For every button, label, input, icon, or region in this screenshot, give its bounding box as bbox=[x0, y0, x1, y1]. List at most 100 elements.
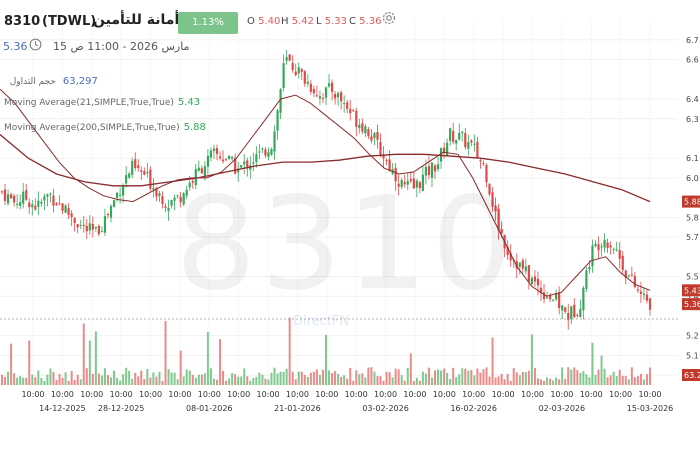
volume-bar bbox=[61, 377, 64, 385]
candle-body bbox=[446, 142, 449, 156]
volume-bar bbox=[494, 377, 497, 385]
candle-body bbox=[49, 193, 52, 195]
candle-body bbox=[137, 165, 140, 169]
candle-body bbox=[203, 166, 206, 177]
volume-bar bbox=[94, 331, 97, 385]
candle-body bbox=[134, 159, 137, 168]
candle-body bbox=[212, 148, 216, 152]
candle-body bbox=[9, 194, 13, 199]
volume-bar bbox=[143, 379, 146, 385]
candle-body bbox=[542, 292, 546, 300]
volume-bar bbox=[530, 334, 533, 385]
volume-bar bbox=[636, 376, 639, 385]
candle-body bbox=[115, 192, 119, 198]
volume-bar bbox=[618, 369, 621, 385]
volume-bar bbox=[4, 377, 7, 385]
volume-bar bbox=[430, 377, 433, 385]
volume-bar bbox=[379, 376, 382, 385]
candle-body bbox=[231, 156, 234, 159]
candle-body bbox=[570, 306, 573, 320]
x-tick-time: 10:00 bbox=[403, 390, 426, 399]
y-tick-label: 6.7 bbox=[686, 36, 699, 45]
volume-bar bbox=[600, 355, 603, 385]
volume-bar bbox=[1, 374, 3, 385]
candle-body bbox=[185, 189, 188, 196]
gear-icon[interactable] bbox=[381, 10, 397, 26]
candle-body bbox=[397, 183, 400, 187]
candle-body bbox=[306, 81, 309, 84]
volume-bar bbox=[194, 377, 197, 385]
volume-bar bbox=[325, 334, 327, 385]
volume-bar bbox=[37, 370, 40, 385]
candle-body bbox=[588, 267, 591, 270]
volume-bar bbox=[134, 372, 137, 385]
grid bbox=[0, 20, 678, 385]
price-tag bbox=[682, 284, 700, 297]
candle-body bbox=[449, 128, 452, 141]
volume-bar bbox=[334, 371, 337, 385]
volume-bar bbox=[82, 323, 85, 385]
candle-body bbox=[122, 185, 125, 196]
volume-bar bbox=[309, 372, 312, 385]
candle-body bbox=[530, 277, 534, 285]
candle-body bbox=[470, 140, 473, 143]
candle-body bbox=[485, 164, 488, 183]
volume-bar bbox=[122, 374, 125, 385]
volume-bar bbox=[191, 374, 194, 385]
candle-body bbox=[0, 191, 4, 193]
candle-body bbox=[333, 93, 337, 99]
x-tick-time: 10:00 bbox=[198, 390, 221, 399]
volume-bar bbox=[88, 340, 91, 385]
volume-bar bbox=[197, 374, 200, 385]
volume-bar bbox=[488, 376, 491, 385]
volume-bar bbox=[482, 369, 485, 385]
volume-bar bbox=[79, 379, 82, 385]
price-tag bbox=[682, 369, 700, 381]
ma21-line bbox=[0, 88, 651, 297]
volume-bar bbox=[633, 377, 636, 385]
volume-bar bbox=[552, 380, 555, 385]
x-tick-time: 10:00 bbox=[168, 390, 191, 399]
candle-body bbox=[494, 205, 497, 212]
candle-body bbox=[61, 203, 64, 211]
volume-bar bbox=[25, 377, 28, 385]
volume-bar bbox=[100, 375, 103, 385]
volume-bar bbox=[549, 378, 552, 385]
volume-bar bbox=[273, 367, 276, 385]
volume-bar bbox=[576, 370, 579, 385]
volume-bar bbox=[328, 370, 331, 385]
candle-body bbox=[58, 203, 61, 205]
volume-bar bbox=[497, 376, 500, 385]
candle-body bbox=[385, 160, 388, 162]
volume-bar bbox=[558, 379, 561, 385]
candle-body bbox=[258, 151, 261, 153]
candle-body bbox=[594, 243, 597, 247]
candle-body bbox=[442, 147, 446, 154]
candle-body bbox=[464, 133, 467, 148]
x-tick-time: 10:00 bbox=[550, 390, 573, 399]
candle-body bbox=[264, 149, 267, 156]
volume-bar bbox=[421, 371, 424, 385]
volume-bar bbox=[491, 337, 494, 385]
candle-body bbox=[19, 202, 22, 206]
volume-bar bbox=[385, 371, 388, 385]
volume-bar bbox=[500, 373, 503, 385]
candle-body bbox=[476, 141, 479, 158]
candle-body bbox=[55, 203, 58, 206]
price-tags: 5.88 5.43 5.36 63.2 bbox=[682, 195, 700, 381]
candle-body bbox=[430, 162, 434, 178]
candle-body bbox=[394, 167, 397, 182]
volume-bar bbox=[391, 377, 394, 385]
candle-body bbox=[191, 180, 194, 183]
y-axis: 6.76.66.46.36.16.05.85.75.55.45.25.15.0 bbox=[686, 36, 699, 380]
candle-body bbox=[639, 291, 643, 294]
volume-bar bbox=[137, 376, 140, 385]
volume-bar bbox=[67, 380, 70, 385]
candle-body bbox=[91, 223, 94, 230]
ohlc-close: C 5.36 bbox=[349, 16, 382, 27]
volume-bar bbox=[452, 367, 455, 385]
candle-body bbox=[576, 315, 579, 317]
change-badge: 1.13%(0.06) bbox=[178, 12, 238, 50]
volume-bar bbox=[612, 371, 615, 385]
